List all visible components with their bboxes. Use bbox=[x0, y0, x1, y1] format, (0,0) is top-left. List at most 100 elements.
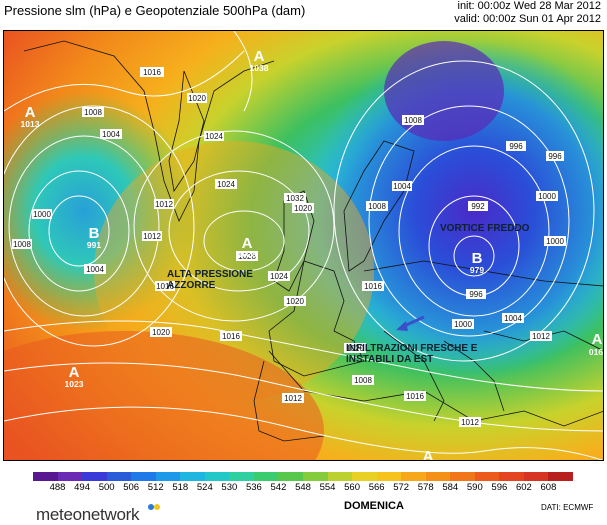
scale-tick-label: 548 bbox=[295, 482, 311, 493]
isobar-label: 1020 bbox=[152, 328, 170, 337]
isobar-label: 1016 bbox=[222, 332, 240, 341]
isobar-label: 1016 bbox=[156, 282, 174, 291]
scale-tick-label: 584 bbox=[442, 482, 459, 493]
cold-vortex-label: VORTICE FREDDO bbox=[440, 223, 529, 234]
isobar-label: 1016 bbox=[143, 68, 161, 77]
init-time: init: 00:00z Wed 28 Mar 2012 bbox=[457, 0, 602, 12]
scale-swatch bbox=[401, 472, 426, 481]
brand-logo: meteonetwork bbox=[36, 505, 140, 524]
scale-swatch bbox=[33, 472, 58, 481]
isobar-label: 1004 bbox=[86, 265, 104, 274]
isobar-label: 1000 bbox=[546, 237, 564, 246]
isobar-label: 992 bbox=[471, 202, 485, 211]
isobar-label: 1024 bbox=[270, 272, 288, 281]
scale-swatch bbox=[425, 472, 451, 481]
high-centre: A bbox=[254, 48, 265, 65]
isobars bbox=[4, 31, 603, 460]
scale-swatch bbox=[82, 472, 107, 481]
azores-high-label: ALTA PRESSIONE AZZORRE bbox=[167, 269, 253, 291]
brand-dots-icon bbox=[148, 504, 160, 510]
high-centre-value: 1013 bbox=[21, 119, 40, 129]
isobar-label: 1016 bbox=[364, 282, 382, 291]
high-centre: A bbox=[423, 448, 434, 461]
scale-swatch bbox=[548, 472, 574, 481]
isobar-label: 1020 bbox=[188, 94, 206, 103]
isobar-label: 1000 bbox=[33, 210, 51, 219]
scale-swatch bbox=[352, 472, 377, 481]
scale-swatch bbox=[155, 472, 181, 481]
scale-swatch bbox=[327, 472, 353, 481]
cold-vortex-field bbox=[304, 41, 603, 381]
low-centre: B bbox=[472, 250, 483, 267]
isobar-label: 1008 bbox=[368, 202, 386, 211]
isobar-labels: 1016 1020 1024 1004 1008 1012 1000 1004 … bbox=[12, 67, 566, 427]
isobar-label: 996 bbox=[548, 152, 562, 161]
high-centre-value: 1028 bbox=[238, 249, 257, 259]
isobar-label: 1000 bbox=[454, 320, 472, 329]
chart-title: Pressione slm (hPa) e Geopotenziale 500h… bbox=[4, 3, 306, 18]
isobar-label: 1012 bbox=[284, 394, 302, 403]
scale-swatch bbox=[204, 472, 230, 481]
pressure-centres: A 1013 A 1038 B 991 A 1028 B 979 A 1023 … bbox=[21, 48, 603, 461]
scale-swatch bbox=[474, 472, 500, 481]
scale-swatch bbox=[499, 472, 524, 481]
isobar-label: 1012 bbox=[532, 332, 550, 341]
vortex-core bbox=[384, 41, 504, 141]
scale-tick-label: 596 bbox=[491, 482, 508, 493]
isobar-label: 1008 bbox=[404, 116, 422, 125]
isobar-label: 1000 bbox=[538, 192, 556, 201]
scale-swatch bbox=[523, 472, 549, 481]
isobar-label: 1012 bbox=[155, 200, 173, 209]
scale-swatch bbox=[278, 472, 304, 481]
scale-swatch bbox=[106, 472, 132, 481]
cold-infiltration-arrow bbox=[396, 315, 425, 331]
isobar-label: 1024 bbox=[205, 132, 223, 141]
map-svg: 1016 1020 1024 1004 1008 1012 1000 1004 … bbox=[4, 31, 603, 461]
scale-tick-label: 566 bbox=[368, 482, 385, 493]
scale-swatch bbox=[253, 472, 279, 481]
isobar-label: 1024 bbox=[217, 180, 235, 189]
scale-swatch bbox=[303, 472, 328, 481]
high-centre-value: 1023 bbox=[65, 379, 84, 389]
scale-tick-label: 608 bbox=[540, 482, 557, 493]
isobar-label: 1004 bbox=[504, 314, 522, 323]
isobar-label: 1028 bbox=[238, 252, 256, 261]
color-scale-ticks: 488 494 500 506 512 518 524 530 536 542 548 554 560 5… bbox=[33, 482, 573, 494]
scale-swatch bbox=[180, 472, 205, 481]
high-centre: A bbox=[25, 104, 36, 121]
high-centre-value: 016 bbox=[589, 347, 603, 357]
forecast-map: 1016 1020 1024 1004 1008 1012 1000 1004 … bbox=[3, 30, 604, 461]
scale-swatch bbox=[450, 472, 475, 481]
scale-tick-label: 512 bbox=[147, 482, 164, 493]
isobar-label: 1020 bbox=[286, 297, 304, 306]
scale-tick-label: 500 bbox=[98, 482, 115, 493]
scale-swatch bbox=[229, 472, 254, 481]
isobar-label: 1012 bbox=[461, 418, 479, 427]
infiltration-label: INFILTRAZIONI FRESCHE E INSTABILI DA EST bbox=[346, 343, 477, 365]
isobar-label: 996 bbox=[509, 142, 523, 151]
scale-tick-label: 530 bbox=[221, 482, 238, 493]
scale-tick-label: 536 bbox=[245, 482, 262, 493]
infiltration-text: INFILTRAZIONI FRESCHE E INSTABILI DA EST bbox=[346, 343, 478, 365]
isobar-label: 1020 bbox=[346, 344, 364, 353]
low-centre-value: 991 bbox=[87, 240, 101, 250]
scale-swatch bbox=[131, 472, 156, 481]
scale-tick-label: 590 bbox=[466, 482, 483, 493]
high-centre-value: 1038 bbox=[250, 63, 269, 73]
scale-tick-label: 524 bbox=[196, 482, 213, 493]
high-centre: A bbox=[69, 364, 80, 381]
scale-tick-label: 560 bbox=[344, 482, 361, 493]
high-centre: A bbox=[592, 331, 603, 348]
low-centre: B bbox=[89, 225, 100, 242]
isobar-label: 1032 bbox=[286, 194, 304, 203]
low-centre-value: 979 bbox=[470, 265, 484, 275]
scale-swatch bbox=[376, 472, 402, 481]
data-source: DATI: ECMWF bbox=[541, 503, 594, 512]
scale-tick-label: 554 bbox=[319, 482, 336, 493]
high-centre: A bbox=[242, 235, 253, 252]
valid-time: valid: 00:00z Sun 01 Apr 2012 bbox=[454, 13, 601, 25]
scale-swatch bbox=[57, 472, 83, 481]
scale-tick-label: 578 bbox=[417, 482, 434, 493]
scale-tick-label: 572 bbox=[393, 482, 410, 493]
isobar-label: 1016 bbox=[406, 392, 424, 401]
